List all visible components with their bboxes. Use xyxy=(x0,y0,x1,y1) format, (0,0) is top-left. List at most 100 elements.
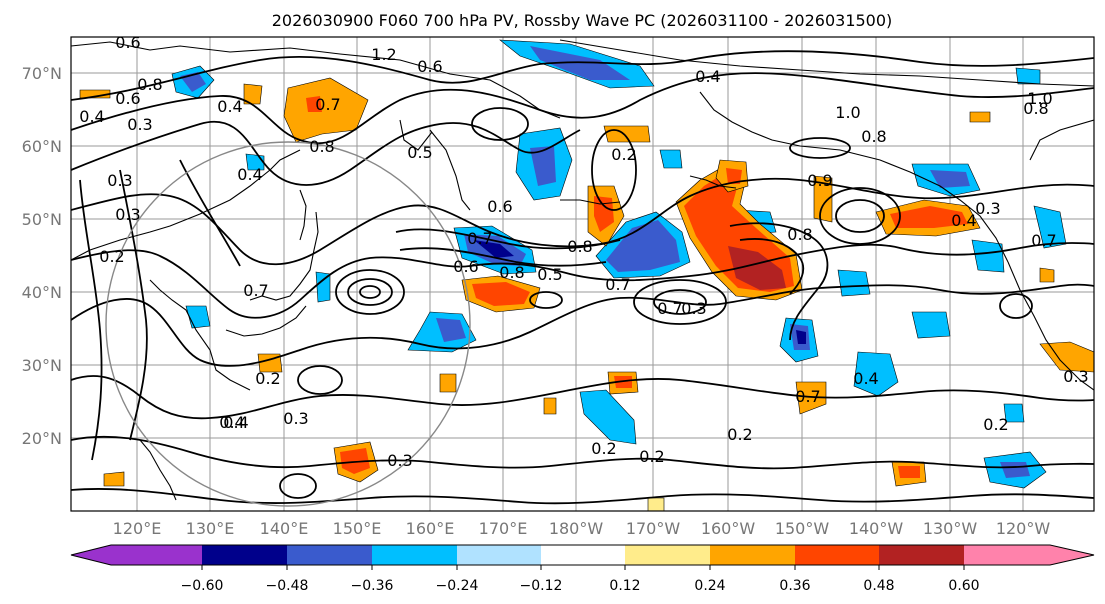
contour xyxy=(347,278,393,306)
shading-positive xyxy=(795,381,827,415)
contour-value-label: 0.7 xyxy=(605,275,630,294)
shading-positive xyxy=(890,206,968,228)
contour-value-label: 1.0 xyxy=(835,103,860,122)
colorbar-segment xyxy=(71,545,202,565)
contour-value-label: 1.2 xyxy=(371,45,396,64)
coastline xyxy=(249,211,319,301)
shading-negative xyxy=(579,389,637,445)
contour-value-label: 0.8 xyxy=(787,225,812,244)
coastline xyxy=(1007,261,1094,391)
contour xyxy=(633,279,727,325)
shading-positive xyxy=(969,111,991,123)
contour-value-label: 0.4 xyxy=(219,413,244,432)
lon-tick-label: 180°W xyxy=(549,519,604,538)
contour-value-label: 0.2 xyxy=(99,247,124,266)
contour xyxy=(653,289,707,315)
contour-value-label: 0.8 xyxy=(567,237,592,256)
contour-labels: 0.61.20.60.80.40.60.30.70.40.8 0.5 0.20.3 0… xyxy=(79,33,1088,470)
contour xyxy=(529,291,563,309)
contour-value-label: 1.0 xyxy=(1027,89,1052,108)
coastline xyxy=(699,91,1009,263)
shading-negative xyxy=(911,311,951,339)
shading-positive xyxy=(472,282,530,306)
contour xyxy=(999,293,1033,319)
lon-tick-label: 160°E xyxy=(406,519,455,538)
lon-tick-label: 160°W xyxy=(701,519,756,538)
contour-value-label: 0.4 xyxy=(237,165,262,184)
lon-tick-label: 120°E xyxy=(113,519,162,538)
contour-value-label: 0.4 xyxy=(853,369,878,388)
shading-positive xyxy=(603,125,651,143)
coastline xyxy=(429,129,471,211)
coastlines xyxy=(71,39,1094,501)
lon-tick-label: 140°W xyxy=(849,519,904,538)
contour-value-label: 0.7 xyxy=(315,95,340,114)
colorbar-tick-label: −0.24 xyxy=(436,578,479,594)
contour-value-label: 0.2 xyxy=(591,439,616,458)
contour-value-label: 0.3 xyxy=(975,199,1000,218)
contour-value-label: 0.6 xyxy=(115,89,140,108)
contour-value-label: 0.2 xyxy=(255,369,280,388)
shaded-anomalies xyxy=(79,39,1094,511)
contour xyxy=(71,177,1094,266)
contour-value-label: 0.4 xyxy=(951,211,976,230)
colorbar-segment xyxy=(202,545,287,565)
shading-positive xyxy=(647,497,665,511)
contour xyxy=(359,285,381,299)
lon-tick-label: 170°W xyxy=(626,519,681,538)
colorbar-segment xyxy=(541,545,625,565)
shading-positive xyxy=(243,83,263,105)
colorbar-outline xyxy=(70,544,1095,566)
map-content: 0.61.20.60.80.40.60.30.70.40.8 0.5 0.20.3 0… xyxy=(71,33,1094,511)
colorbar-tick-label: 0.36 xyxy=(779,578,810,594)
shading-positive xyxy=(898,466,920,478)
contour-value-label: 0.4 xyxy=(79,107,104,126)
contour xyxy=(119,169,148,441)
coastline xyxy=(149,279,251,391)
shading-positive xyxy=(813,175,833,223)
contour-value-label: 0.2 xyxy=(639,447,664,466)
shading-positive xyxy=(283,77,369,143)
shading-negative xyxy=(837,269,871,297)
map-frame xyxy=(70,36,1095,512)
contour xyxy=(71,283,1094,367)
lon-tick-label: 150°E xyxy=(333,519,382,538)
shading-negative xyxy=(930,170,970,188)
shading-negative xyxy=(315,271,331,303)
contour-value-label: 0.2 xyxy=(611,145,636,164)
contour xyxy=(71,72,1094,145)
contour-value-label: 0.8 xyxy=(309,137,334,156)
contour-value-label: 0.6 xyxy=(487,197,512,216)
contour-value-label: 0.6 xyxy=(115,33,140,52)
colorbar-tick-label: −0.48 xyxy=(266,578,309,594)
shading-negative xyxy=(474,240,514,258)
shading-negative xyxy=(1033,205,1067,249)
contour xyxy=(729,222,829,341)
contour xyxy=(835,199,885,233)
contour-value-label: 0.8 xyxy=(1023,99,1048,118)
contour-value-label: 0.3 xyxy=(1063,367,1088,386)
shading-positive xyxy=(340,448,370,474)
contour-value-label: 0.4 xyxy=(223,413,248,432)
contour-value-label: 0.7 xyxy=(795,387,820,406)
map-title: 2026030900 F060 700 hPa PV, Rossby Wave … xyxy=(272,11,893,30)
contour-value-label: 0.6 xyxy=(453,257,478,276)
lon-tick-label: 130°E xyxy=(186,519,235,538)
contour-value-label: 0.8 xyxy=(861,127,886,146)
colorbar-segment xyxy=(287,545,372,565)
contour xyxy=(739,238,805,295)
coastline xyxy=(71,41,561,119)
colorbar-segment xyxy=(710,545,795,565)
contour-value-label: 0.3 xyxy=(387,451,412,470)
lat-tick-label: 70°N xyxy=(22,64,62,83)
contour-value-label: 0.9 xyxy=(807,171,832,190)
colorbar-tick-label: 0.60 xyxy=(948,578,979,594)
coastline xyxy=(689,175,737,189)
colorbar-segment xyxy=(372,545,457,565)
shading-negative xyxy=(971,239,1005,273)
latitude-axis: 20°N 30°N 40°N 50°N 60°N 70°N xyxy=(22,64,62,448)
shading-positive xyxy=(594,196,614,232)
coastline xyxy=(71,149,301,261)
shading-negative xyxy=(853,351,899,397)
colorbar-segment xyxy=(795,545,879,565)
